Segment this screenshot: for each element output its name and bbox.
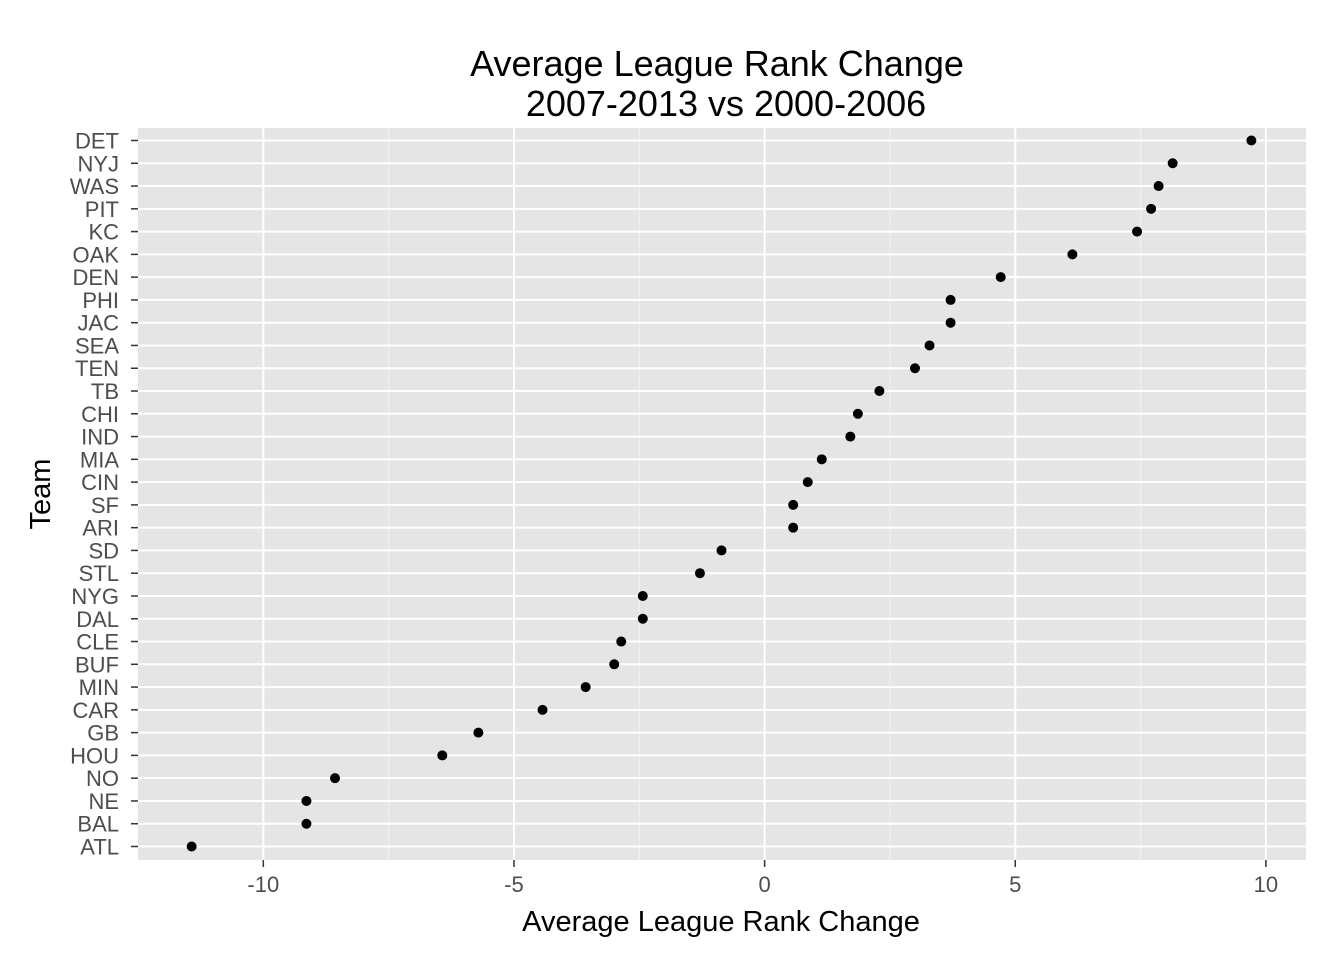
data-point-mia xyxy=(816,454,827,465)
x-tick-label: -5 xyxy=(504,872,524,897)
data-point-ind xyxy=(845,431,856,442)
y-tick-label-ari: ARI xyxy=(82,516,119,541)
data-point-nyg xyxy=(637,590,648,601)
y-tick-label-jac: JAC xyxy=(77,311,119,336)
data-points xyxy=(186,135,1257,852)
data-point-stl xyxy=(694,568,705,579)
data-point-kc xyxy=(1132,226,1143,237)
data-point-buf xyxy=(609,659,620,670)
y-tick-label-atl: ATL xyxy=(80,835,119,860)
y-tick-label-det: DET xyxy=(75,129,119,154)
data-point-was xyxy=(1153,181,1164,192)
data-point-gb xyxy=(473,727,484,738)
y-tick-label-car: CAR xyxy=(73,698,119,723)
data-point-chi xyxy=(852,408,863,419)
plot-panel xyxy=(138,128,1306,860)
y-tick-label-tb: TB xyxy=(91,379,119,404)
grid-minor-lines xyxy=(388,128,1142,860)
y-tick-label-gb: GB xyxy=(87,721,119,746)
data-point-car xyxy=(537,704,548,715)
y-tick-label-oak: OAK xyxy=(73,242,120,267)
y-tick-label-stl: STL xyxy=(79,561,119,586)
y-tick-label-sea: SEA xyxy=(75,333,119,358)
data-point-ten xyxy=(909,363,920,374)
y-tick-label-bal: BAL xyxy=(77,812,119,837)
x-axis-label: Average League Rank Change xyxy=(522,906,920,938)
data-point-den xyxy=(995,272,1006,283)
data-point-dal xyxy=(637,613,648,624)
y-tick-label-ne: NE xyxy=(88,789,119,814)
data-point-sea xyxy=(924,340,935,351)
y-tick-label-min: MIN xyxy=(79,675,119,700)
y-tick-label-sd: SD xyxy=(88,538,119,563)
chart-title: Average League Rank Change xyxy=(470,43,964,84)
y-axis: ATLBALNENOHOUGBCARMINBUFCLEDALNYGSTLSDAR… xyxy=(70,129,138,860)
x-tick-label: -10 xyxy=(247,872,279,897)
y-tick-label-ind: IND xyxy=(81,425,119,450)
data-point-tb xyxy=(874,386,885,397)
grid-major-lines xyxy=(138,128,1306,860)
y-tick-label-den: DEN xyxy=(73,265,119,290)
data-point-bal xyxy=(301,818,312,829)
y-tick-label-dal: DAL xyxy=(76,607,119,632)
data-point-phi xyxy=(945,294,956,305)
y-tick-label-phi: PHI xyxy=(82,288,119,313)
x-axis: -10 -5 0 5 10 xyxy=(247,860,1278,897)
data-point-oak xyxy=(1067,249,1078,260)
y-tick-label-pit: PIT xyxy=(85,197,119,222)
data-point-hou xyxy=(437,750,448,761)
y-tick-label-was: WAS xyxy=(70,174,119,199)
y-tick-label-sf: SF xyxy=(91,493,119,518)
data-point-cle xyxy=(616,636,627,647)
y-tick-label-ten: TEN xyxy=(75,356,119,381)
data-point-no xyxy=(330,773,341,784)
y-axis-label: Team xyxy=(25,459,57,530)
data-point-sd xyxy=(716,545,727,556)
data-point-sf xyxy=(788,499,799,510)
data-point-jac xyxy=(945,317,956,328)
y-tick-label-buf: BUF xyxy=(75,652,119,677)
data-point-det xyxy=(1246,135,1257,146)
y-tick-label-no: NO xyxy=(86,766,119,791)
data-point-pit xyxy=(1146,203,1157,214)
x-tick-label: 5 xyxy=(1009,872,1021,897)
y-tick-label-mia: MIA xyxy=(80,447,119,472)
y-tick-label-nyj: NYJ xyxy=(77,151,119,176)
x-tick-label: 0 xyxy=(758,872,770,897)
x-tick-label: 10 xyxy=(1254,872,1278,897)
data-point-min xyxy=(580,682,591,693)
y-tick-label-nyg: NYG xyxy=(71,584,119,609)
y-tick-label-chi: CHI xyxy=(81,402,119,427)
y-tick-label-kc: KC xyxy=(88,220,119,245)
data-point-cin xyxy=(802,477,813,488)
y-tick-label-hou: HOU xyxy=(70,743,119,768)
data-point-atl xyxy=(186,841,197,852)
y-tick-label-cin: CIN xyxy=(81,470,119,495)
data-point-ari xyxy=(788,522,799,533)
y-tick-label-cle: CLE xyxy=(76,630,119,655)
data-point-ne xyxy=(301,795,312,806)
chart-subtitle: 2007-2013 vs 2000-2006 xyxy=(526,83,926,124)
data-point-nyj xyxy=(1167,158,1178,169)
